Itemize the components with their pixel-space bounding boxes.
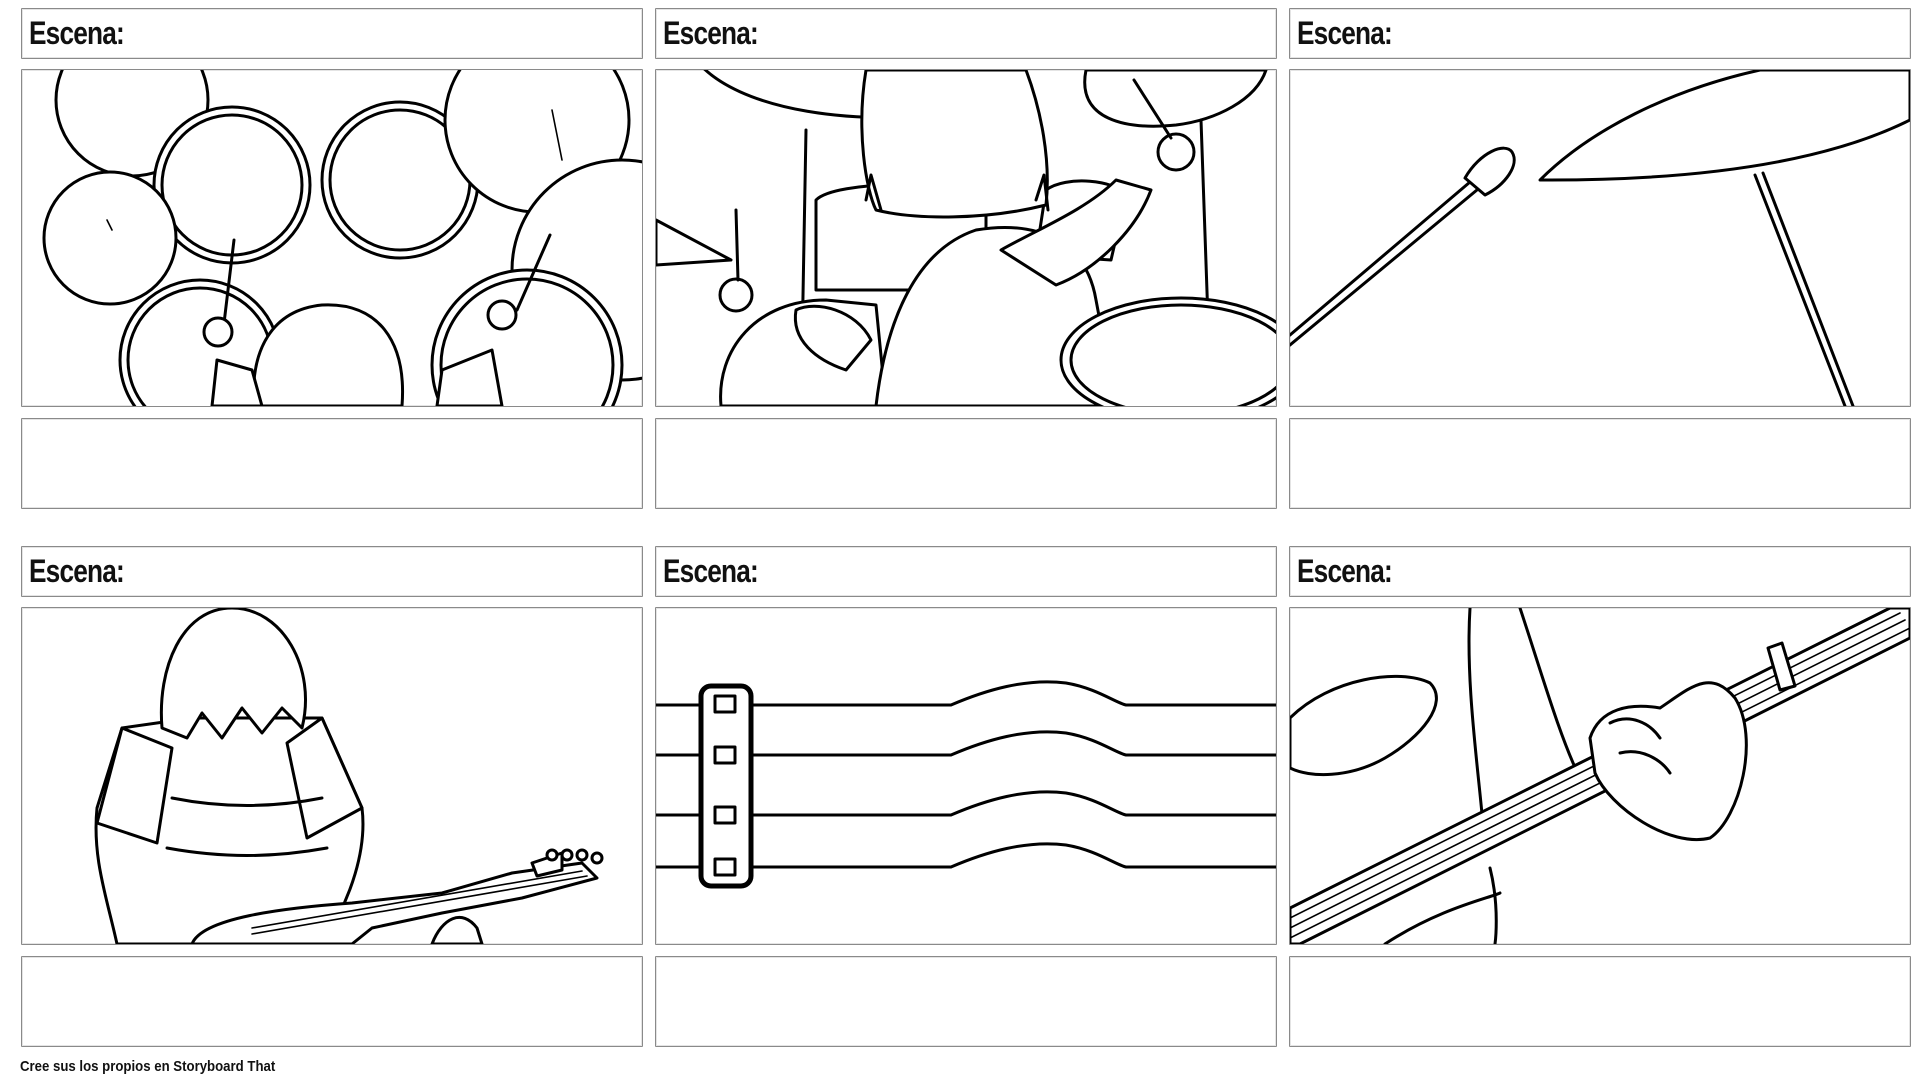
cell-title-box[interactable]: Escena: (1289, 546, 1911, 597)
cell-description-box[interactable] (1289, 418, 1911, 509)
drumstick-cymbal-illustration (1290, 70, 1910, 406)
bass-player-illustration (94, 608, 604, 944)
cell-title: Escena: (29, 553, 125, 589)
cell-description-box[interactable] (1289, 956, 1911, 1047)
cell-title: Escena: (663, 15, 759, 51)
cell-title-box[interactable]: Escena: (21, 546, 643, 597)
cell-title-box[interactable]: Escena: (655, 8, 1277, 59)
cell-title-box[interactable]: Escena: (21, 8, 643, 59)
cell-illustration-hand-on-neck[interactable] (1289, 607, 1911, 945)
cell-title-box[interactable]: Escena: (1289, 8, 1911, 59)
hand-on-guitar-neck-illustration (1290, 608, 1910, 944)
cell-illustration-drumstick[interactable] (1289, 69, 1911, 407)
cell-description-box[interactable] (21, 418, 643, 509)
cell-illustration-bass-player[interactable] (21, 607, 643, 945)
drum-kit-illustration (42, 70, 642, 406)
cell-description-box[interactable] (655, 418, 1277, 509)
cell-title: Escena: (29, 15, 125, 51)
drummer-illustration (656, 70, 1276, 406)
cell-title: Escena: (1297, 553, 1393, 589)
cell-title: Escena: (1297, 15, 1393, 51)
cell-description-box[interactable] (655, 956, 1277, 1047)
vibrating-strings-illustration (656, 680, 1276, 889)
cell-title-box[interactable]: Escena: (655, 546, 1277, 597)
cell-description-box[interactable] (21, 956, 643, 1047)
cell-illustration-drum-kit[interactable] (21, 69, 643, 407)
cell-title: Escena: (663, 553, 759, 589)
cell-illustration-drummer[interactable] (655, 69, 1277, 407)
cell-illustration-strings[interactable] (655, 607, 1277, 945)
footer-credit-link[interactable]: Cree sus los propios en Storyboard That (20, 1058, 276, 1075)
